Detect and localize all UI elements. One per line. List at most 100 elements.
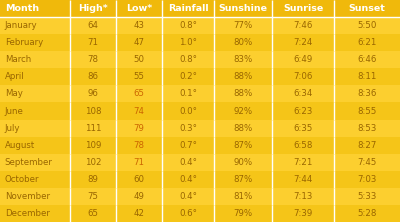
Text: 49: 49 [134, 192, 144, 201]
Bar [0, 51, 400, 68]
Text: 6:58: 6:58 [293, 141, 313, 150]
Text: Sunrise: Sunrise [283, 4, 323, 13]
Text: 6:23: 6:23 [293, 107, 313, 115]
Text: 7:44: 7:44 [293, 175, 313, 184]
Text: 7:45: 7:45 [357, 158, 377, 167]
Text: 90%: 90% [234, 158, 252, 167]
Text: 88%: 88% [233, 124, 253, 133]
Text: 7:03: 7:03 [357, 175, 377, 184]
Bar [0, 171, 400, 188]
Text: 88%: 88% [233, 72, 253, 81]
Text: 79: 79 [134, 124, 144, 133]
Text: 71: 71 [134, 158, 144, 167]
Text: 64: 64 [88, 21, 98, 30]
Bar [0, 0, 400, 17]
Text: 6:21: 6:21 [357, 38, 377, 47]
Text: 0.1°: 0.1° [179, 89, 197, 98]
Text: 8:27: 8:27 [357, 141, 377, 150]
Bar [0, 205, 400, 222]
Bar [0, 137, 400, 154]
Text: 88%: 88% [233, 89, 253, 98]
Text: High*: High* [78, 4, 108, 13]
Bar [0, 154, 400, 171]
Text: 74: 74 [134, 107, 144, 115]
Text: 7:21: 7:21 [293, 158, 313, 167]
Text: 71: 71 [88, 38, 98, 47]
Text: 65: 65 [134, 89, 144, 98]
Text: 108: 108 [85, 107, 101, 115]
Text: 7:06: 7:06 [293, 72, 313, 81]
Bar [0, 119, 400, 137]
Bar [0, 34, 400, 51]
Text: 7:39: 7:39 [293, 209, 313, 218]
Text: 8:11: 8:11 [357, 72, 377, 81]
Text: January: January [5, 21, 38, 30]
Text: 92%: 92% [234, 107, 252, 115]
Text: March: March [5, 55, 31, 64]
Text: September: September [5, 158, 53, 167]
Text: 6:46: 6:46 [357, 55, 377, 64]
Text: Rainfall: Rainfall [168, 4, 208, 13]
Text: October: October [5, 175, 39, 184]
Text: 83%: 83% [233, 55, 253, 64]
Text: 0.4°: 0.4° [179, 192, 197, 201]
Text: Month: Month [5, 4, 39, 13]
Text: 102: 102 [85, 158, 101, 167]
Text: 1.0°: 1.0° [179, 38, 197, 47]
Bar [0, 188, 400, 205]
Text: 81%: 81% [233, 192, 253, 201]
Text: 87%: 87% [233, 141, 253, 150]
Text: 7:13: 7:13 [293, 192, 313, 201]
Text: 0.6°: 0.6° [179, 209, 197, 218]
Text: 0.4°: 0.4° [179, 158, 197, 167]
Text: Low*: Low* [126, 4, 152, 13]
Text: 109: 109 [85, 141, 101, 150]
Text: 6:49: 6:49 [293, 55, 313, 64]
Text: 47: 47 [134, 38, 144, 47]
Text: May: May [5, 89, 23, 98]
Text: 6:35: 6:35 [293, 124, 313, 133]
Text: 96: 96 [88, 89, 98, 98]
Text: 77%: 77% [233, 21, 253, 30]
Text: 0.8°: 0.8° [179, 21, 197, 30]
Text: 111: 111 [85, 124, 101, 133]
Text: 86: 86 [88, 72, 98, 81]
Text: 0.3°: 0.3° [179, 124, 197, 133]
Text: 42: 42 [134, 209, 144, 218]
Text: 60: 60 [134, 175, 144, 184]
Text: 0.0°: 0.0° [179, 107, 197, 115]
Text: 5:28: 5:28 [357, 209, 377, 218]
Text: 78: 78 [134, 141, 144, 150]
Bar [0, 103, 400, 119]
Text: 80%: 80% [233, 38, 253, 47]
Text: 0.2°: 0.2° [179, 72, 197, 81]
Text: November: November [5, 192, 50, 201]
Text: 8:53: 8:53 [357, 124, 377, 133]
Text: February: February [5, 38, 43, 47]
Text: 65: 65 [88, 209, 98, 218]
Text: 7:24: 7:24 [293, 38, 313, 47]
Text: Sunset: Sunset [348, 4, 386, 13]
Bar [0, 68, 400, 85]
Text: 0.4°: 0.4° [179, 175, 197, 184]
Text: April: April [5, 72, 24, 81]
Bar [0, 17, 400, 34]
Text: 8:55: 8:55 [357, 107, 377, 115]
Text: 75: 75 [88, 192, 98, 201]
Text: 5:50: 5:50 [357, 21, 377, 30]
Text: 55: 55 [134, 72, 144, 81]
Text: 87%: 87% [233, 175, 253, 184]
Text: 7:46: 7:46 [293, 21, 313, 30]
Text: December: December [5, 209, 50, 218]
Text: Sunshine: Sunshine [218, 4, 268, 13]
Text: 5:33: 5:33 [357, 192, 377, 201]
Text: 79%: 79% [234, 209, 252, 218]
Text: 50: 50 [134, 55, 144, 64]
Text: 6:34: 6:34 [293, 89, 313, 98]
Text: 78: 78 [88, 55, 98, 64]
Text: 0.7°: 0.7° [179, 141, 197, 150]
Text: 43: 43 [134, 21, 144, 30]
Bar [0, 85, 400, 103]
Text: July: July [5, 124, 20, 133]
Text: 8:36: 8:36 [357, 89, 377, 98]
